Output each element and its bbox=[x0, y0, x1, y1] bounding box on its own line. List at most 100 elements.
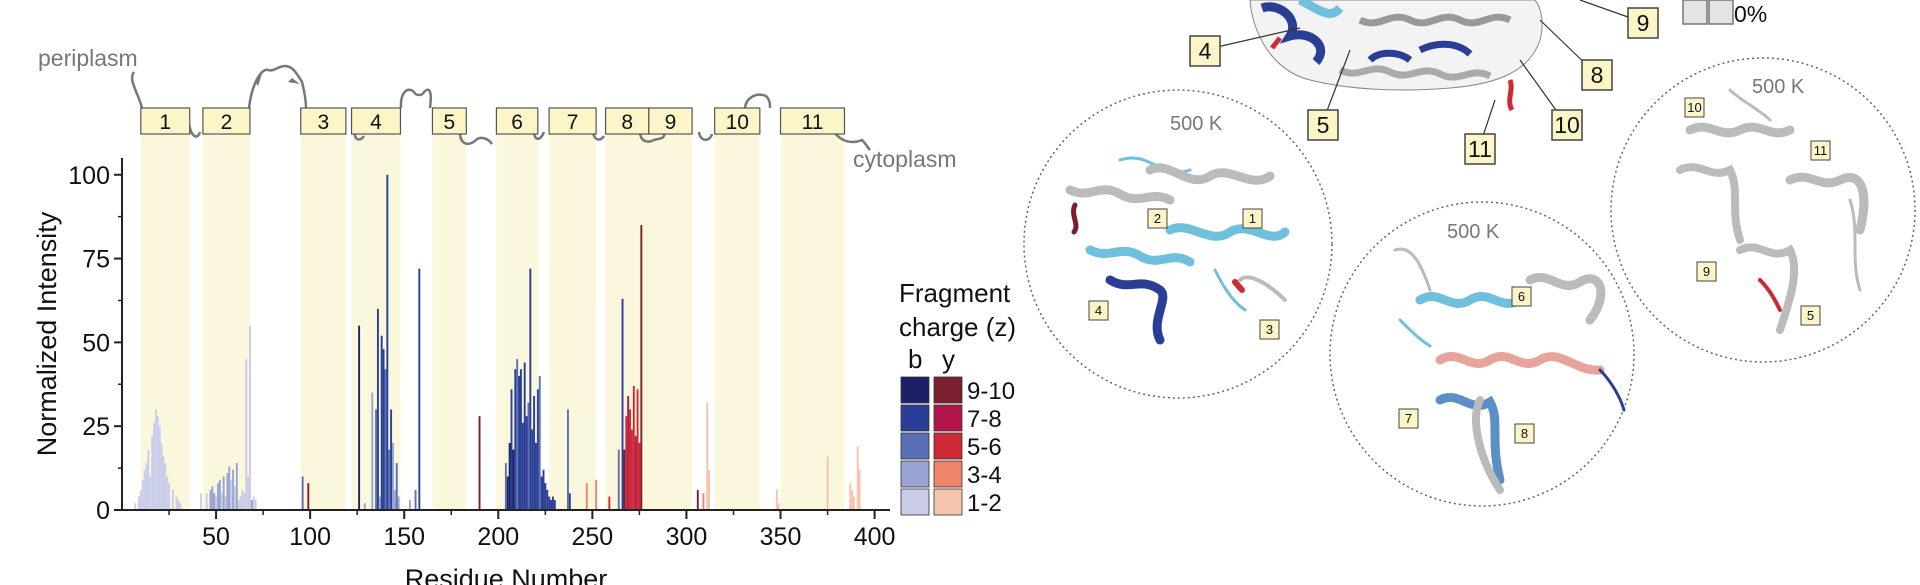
bar-y-7-8-res269 bbox=[627, 396, 630, 510]
helix-box-6 bbox=[495, 107, 539, 135]
main-callout-label: 4 bbox=[1199, 38, 1212, 64]
bar-b-5-6-res142 bbox=[388, 449, 391, 510]
bar-y-3-4-res252 bbox=[595, 479, 598, 510]
inset-label-box-9 bbox=[1696, 261, 1717, 282]
main-callout-box-9 bbox=[1627, 7, 1659, 39]
bar-b-1-2-res29 bbox=[175, 496, 178, 510]
legend-title-line2: charge (z) bbox=[899, 312, 1016, 342]
bar-b-1-2-res68 bbox=[249, 325, 251, 510]
bar-b-3-4-res47 bbox=[209, 489, 212, 510]
main-callout-label: 9 bbox=[1637, 10, 1650, 36]
bar-b-1-2-res60 bbox=[233, 486, 236, 510]
bar-b-7-8-res217 bbox=[529, 268, 532, 510]
bar-b-7-8-res218 bbox=[531, 429, 534, 510]
scale-swatch bbox=[1682, 0, 1708, 25]
bar-b-1-2-res21 bbox=[160, 442, 163, 510]
bar-b-1-2-res19 bbox=[156, 416, 159, 510]
bar-y-1-2-res348 bbox=[775, 489, 778, 510]
x-tick-label: 200 bbox=[477, 523, 519, 551]
bar-b-3-4-res54 bbox=[222, 476, 225, 510]
bar-b-3-4-res145 bbox=[393, 489, 396, 510]
bar-b-1-2-res24 bbox=[166, 476, 169, 510]
axis-ticks: 0 25 50 75 100 50 100 150 200 250 300 350 400 bbox=[68, 162, 895, 551]
bar-y-1-2-res392 bbox=[858, 469, 861, 510]
bar-b-7-8-res228 bbox=[550, 499, 552, 510]
bar-b-1-2-res11 bbox=[141, 479, 144, 510]
inset-label-box-1 bbox=[1242, 208, 1263, 229]
x-tick-label: 150 bbox=[383, 523, 425, 551]
helix-box-9 bbox=[648, 107, 693, 135]
inset-label-box-10 bbox=[1684, 97, 1705, 118]
legend-swatch-b-3-4 bbox=[900, 460, 930, 488]
scale-label: 0% bbox=[1734, 1, 1767, 27]
bar-b-5-6-res156 bbox=[414, 489, 417, 510]
legend-bin-label: 5-6 bbox=[967, 434, 1002, 461]
protein-structure-main bbox=[1249, 0, 1543, 112]
inset-label-box-2 bbox=[1147, 208, 1168, 229]
bar-b-3-4-res49 bbox=[213, 493, 216, 510]
helix-band-1 bbox=[140, 108, 190, 510]
bar-b-1-2-res55 bbox=[224, 496, 227, 510]
legend-swatch-y-5-6 bbox=[933, 432, 963, 460]
bar-y-9-10-res99 bbox=[307, 483, 310, 510]
bar-b-3-4-res48 bbox=[211, 486, 214, 510]
bar-b-1-2-res20 bbox=[158, 426, 161, 510]
bar-b-7-8-res229 bbox=[551, 496, 554, 510]
inset-circle-1: 500 K 1 2 3 4 bbox=[1023, 89, 1333, 399]
bar-series bbox=[134, 174, 861, 511]
bar-y-3-4-res309 bbox=[702, 493, 705, 510]
helix-box-2 bbox=[202, 107, 251, 135]
bar-b-7-8-res223 bbox=[540, 476, 543, 510]
bar-b-7-8-res215 bbox=[525, 416, 528, 510]
helix-box-1 bbox=[140, 107, 191, 135]
helix-band-2 bbox=[202, 108, 250, 510]
bar-b-7-8-res209 bbox=[514, 369, 517, 510]
legend-bin-label: 1-2 bbox=[967, 490, 1002, 517]
bar-b-5-6-res210 bbox=[516, 359, 519, 510]
bar-b-7-8-res141 bbox=[386, 174, 389, 510]
topology-line bbox=[130, 64, 871, 151]
bar-b-1-2-res13 bbox=[145, 463, 148, 510]
bar-b-7-8-res213 bbox=[521, 422, 524, 510]
bar-b-9-10-res208 bbox=[512, 449, 515, 510]
bar-b-7-8-res266 bbox=[621, 298, 624, 510]
legend-bin-label: 9-10 bbox=[967, 378, 1015, 405]
bar-b-1-2-res22 bbox=[162, 456, 165, 510]
inset-circle-2: 500 K 6 7 8 bbox=[1329, 201, 1635, 507]
topology-arrow bbox=[255, 74, 262, 86]
bar-b-9-10-res206 bbox=[508, 442, 511, 510]
inset-1-labels: 1 2 3 4 bbox=[1088, 208, 1280, 340]
legend-bin-label: 3-4 bbox=[967, 462, 1002, 489]
bar-b-1-2-res27 bbox=[171, 489, 174, 510]
legend-swatch-y-1-2 bbox=[933, 488, 963, 516]
bar-b-1-2-res17 bbox=[153, 422, 155, 510]
bar-y-3-4-res247 bbox=[585, 483, 588, 510]
bar-y-1-2-res387 bbox=[849, 483, 852, 510]
inset-label: 4 bbox=[1095, 303, 1102, 318]
scale-swatch bbox=[1708, 0, 1734, 25]
x-tick-label: 100 bbox=[289, 523, 331, 551]
bar-b-1-2-res12 bbox=[143, 469, 146, 510]
bar-b-3-4-res69 bbox=[250, 499, 253, 510]
main-callout-label: 5 bbox=[1317, 112, 1330, 138]
main-callouts: 4 5 9 8 10 11 bbox=[1189, 0, 1659, 165]
bar-b-5-6-res222 bbox=[538, 375, 541, 510]
bar-b-5-6-res135 bbox=[375, 409, 377, 510]
bar-b-1-2-res62 bbox=[237, 499, 240, 510]
y-tick-label: 0 bbox=[96, 497, 110, 525]
bar-b-3-4-res144 bbox=[392, 442, 394, 510]
helix-band-9 bbox=[648, 108, 693, 510]
helix-box-3 bbox=[300, 107, 347, 135]
bar-y-5-6-res274 bbox=[636, 389, 639, 510]
bar-b-1-2-res30 bbox=[177, 499, 180, 510]
bar-y-5-6-res272 bbox=[632, 385, 635, 510]
main-callout-box-10 bbox=[1551, 109, 1583, 141]
bar-b-1-2-res67 bbox=[247, 476, 250, 510]
bar-y-5-6-res268 bbox=[625, 416, 628, 510]
bar-b-7-8-res220 bbox=[535, 442, 537, 510]
bar-y-9-10-res306 bbox=[696, 489, 699, 510]
legend-col-y: y bbox=[942, 344, 955, 374]
bar-b-7-8-res230 bbox=[553, 499, 556, 510]
legend-swatch-y-7-8 bbox=[933, 404, 963, 432]
inset-label-box-3 bbox=[1259, 319, 1280, 340]
